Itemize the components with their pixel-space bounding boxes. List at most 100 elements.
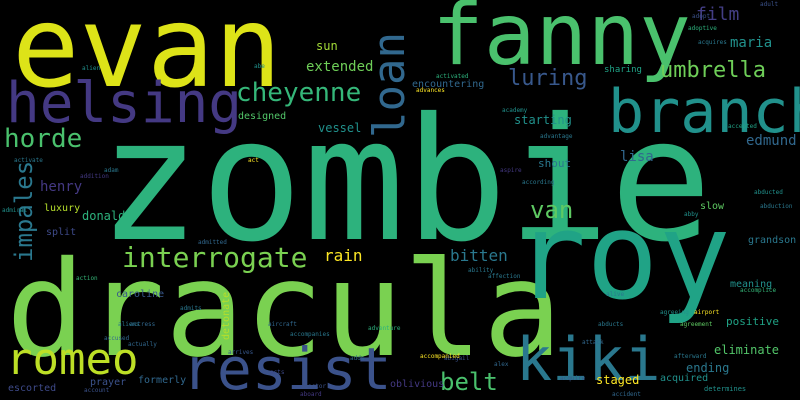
- word-encountering: encountering: [412, 79, 485, 90]
- word-abby: abby: [684, 211, 699, 218]
- word-aboard: aboard: [300, 391, 322, 398]
- word-donald: donald: [82, 209, 126, 223]
- word-eliminate: eliminate: [714, 343, 780, 357]
- word-affection: affection: [488, 273, 521, 280]
- word-attack: attack: [582, 339, 604, 346]
- word-actor: actor: [308, 383, 327, 390]
- word-umbrella: umbrella: [660, 58, 766, 83]
- word-alex: alex: [494, 361, 509, 368]
- word-romeo: romeo: [6, 334, 139, 385]
- word-abducts: abducts: [598, 321, 624, 328]
- word-actress: actress: [130, 321, 156, 328]
- word-advances: advances: [416, 87, 445, 94]
- word-abducted: abducted: [754, 189, 783, 196]
- word-loan: loan: [364, 32, 415, 138]
- word-accompanied: accompanied: [420, 353, 460, 360]
- word-evan: evan: [12, 0, 282, 113]
- word-caroline: caroline: [116, 289, 165, 300]
- word-staged: staged: [596, 373, 640, 387]
- word-kiki: kiki: [516, 325, 661, 395]
- word-adopt: adopt: [692, 13, 711, 20]
- word-admits: admits: [180, 305, 202, 312]
- word-alive: alive: [606, 291, 625, 298]
- word-adoptive: adoptive: [688, 25, 717, 32]
- word-agreeing: agreeing: [660, 309, 689, 316]
- word-acquired: acquired: [660, 373, 709, 384]
- word-acts: acts: [270, 369, 285, 376]
- word-film: film: [696, 4, 740, 25]
- word-lisa: lisa: [620, 149, 654, 165]
- word-accepted: accepted: [728, 123, 757, 130]
- word-oblivious: oblivious: [390, 379, 445, 390]
- word-alien: alien: [82, 65, 101, 72]
- word-ending: ending: [686, 361, 730, 375]
- word-addition: addition: [80, 173, 109, 180]
- word-act: act: [248, 157, 259, 164]
- word-formerly: formerly: [138, 375, 187, 386]
- word-academy: academy: [502, 107, 528, 114]
- word-bitten: bitten: [450, 246, 508, 265]
- word-adult: adult: [760, 1, 779, 8]
- word-luring: luring: [508, 66, 588, 91]
- word-agreement: agreement: [680, 321, 713, 328]
- word-activate: activate: [14, 157, 43, 164]
- word-dracula: dracula: [6, 233, 563, 387]
- word-abduction: abduction: [760, 203, 793, 210]
- word-split: split: [46, 227, 77, 238]
- word-designed: designed: [238, 111, 287, 122]
- word-acquire: acquire: [560, 375, 586, 382]
- word-horde: horde: [4, 124, 83, 154]
- word-zombie: zombie: [98, 82, 713, 280]
- word-prayer: prayer: [90, 377, 127, 388]
- word-meaning: meaning: [730, 279, 773, 290]
- word-actually: actually: [128, 341, 157, 348]
- word-ability: ability: [468, 267, 494, 274]
- word-determines: determines: [704, 385, 747, 393]
- word-accused: accused: [104, 335, 130, 342]
- word-escorted: escorted: [8, 383, 57, 394]
- word-abigail: abigail: [444, 355, 470, 362]
- word-luxury: luxury: [44, 203, 81, 214]
- word-starting: starting: [514, 113, 572, 127]
- word-van: van: [530, 196, 574, 224]
- word-shout: shout: [538, 157, 572, 170]
- word-accident: accident: [612, 391, 641, 398]
- word-detonate: detonate: [221, 291, 232, 340]
- word-vessel: vessel: [318, 121, 362, 135]
- word-belt: belt: [440, 368, 498, 396]
- word-sun: sun: [316, 39, 338, 53]
- word-aspire: aspire: [500, 167, 522, 174]
- word-airport: airport: [694, 309, 720, 316]
- word-adventure: adventure: [368, 325, 401, 332]
- word-accomplice: accomplice: [740, 287, 777, 294]
- word-henry: henry: [40, 179, 83, 195]
- word-adam: adam: [104, 167, 119, 174]
- word-admiral: admiral: [2, 207, 28, 214]
- word-rain: rain: [324, 246, 363, 265]
- word-account: account: [84, 387, 110, 394]
- word-acquires: acquires: [698, 39, 727, 46]
- word-resist: resist: [182, 335, 392, 400]
- word-advantage: advantage: [540, 133, 573, 140]
- word-roy: roy: [514, 188, 731, 327]
- word-positive: positive: [726, 315, 779, 328]
- word-activated: activated: [436, 73, 469, 80]
- word-adds: adds: [350, 355, 365, 362]
- word-maria: maria: [730, 35, 773, 51]
- word-edmund: edmund: [746, 133, 797, 149]
- word-fanny: fanny: [432, 0, 691, 85]
- word-abe: abe: [254, 63, 265, 70]
- word-arrives: arrives: [228, 349, 254, 356]
- word-slow: slow: [700, 201, 725, 212]
- word-action: action: [76, 275, 98, 282]
- word-according: according: [522, 179, 555, 186]
- word-grandson: grandson: [748, 235, 797, 246]
- word-accompanies: accompanies: [290, 331, 330, 338]
- word-sharing: sharing: [604, 65, 642, 75]
- word-cheyenne: cheyenne: [236, 78, 362, 108]
- word-admitted: admitted: [198, 239, 227, 246]
- word-aliens: aliens: [118, 321, 140, 328]
- word-extended: extended: [306, 59, 374, 75]
